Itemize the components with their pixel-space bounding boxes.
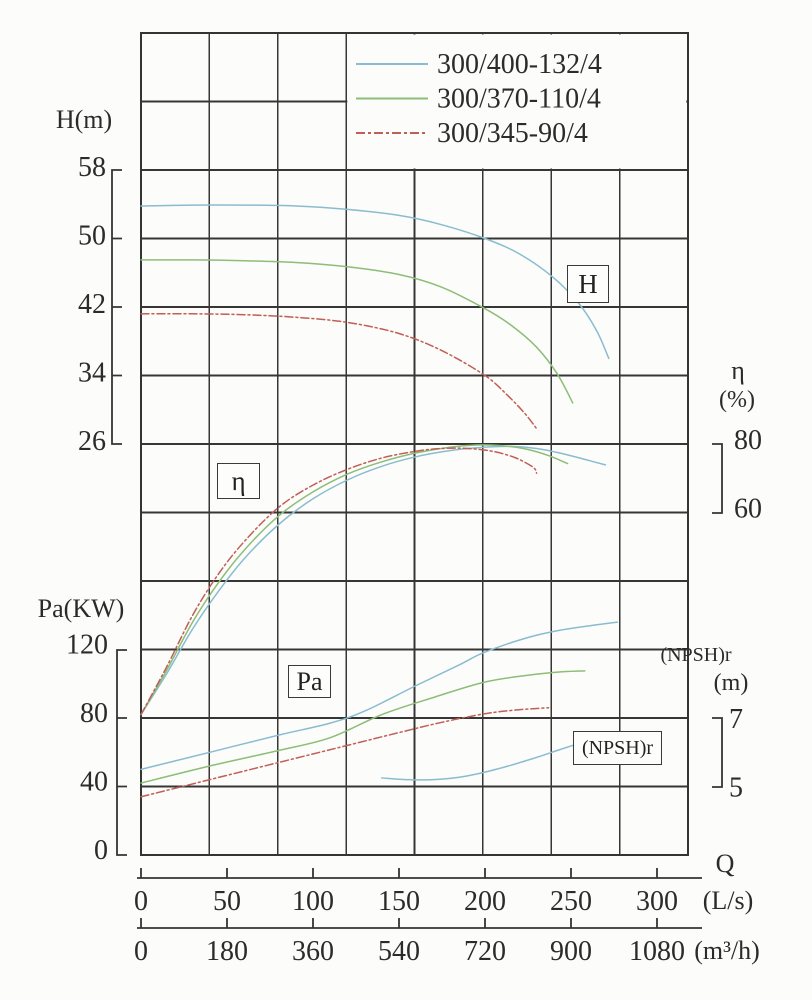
head-curve-series-1 bbox=[140, 259, 574, 404]
efficiency-curve-series-1 bbox=[140, 444, 569, 716]
legend-label-0: 300/400-132/4 bbox=[437, 49, 602, 80]
eta-tick-60: 60 bbox=[734, 494, 762, 525]
pa-axis-title: Pa(KW) bbox=[38, 594, 125, 623]
pa-curve-label-box: Pa bbox=[288, 665, 331, 698]
q-ls-tick-200: 200 bbox=[464, 886, 506, 917]
grid-border bbox=[139, 31, 690, 857]
pa-curve-label: Pa bbox=[296, 666, 323, 696]
q-m3h-tick-720: 720 bbox=[464, 936, 506, 967]
q-axis-unit-ls: (L/s) bbox=[703, 886, 754, 915]
pa-tick-80: 80 bbox=[80, 698, 108, 729]
npsh-axis-title: (NPSH)r bbox=[660, 644, 731, 666]
q-ls-tick-0: 0 bbox=[134, 886, 148, 917]
h-tick-58: 58 bbox=[78, 152, 106, 183]
npsh-axis-unit: (m) bbox=[714, 670, 749, 696]
pa-tick-120: 120 bbox=[66, 630, 108, 661]
h-curve-label: H bbox=[578, 268, 598, 299]
h-tick-26: 26 bbox=[78, 426, 106, 457]
efficiency-curve-series-0 bbox=[140, 445, 607, 716]
pa-tick-0: 0 bbox=[94, 835, 108, 866]
npsh-tick-5: 5 bbox=[729, 773, 743, 804]
q-axis-title: Q bbox=[716, 849, 735, 878]
q-m3h-tick-0: 0 bbox=[134, 936, 148, 967]
curves bbox=[140, 204, 619, 798]
npsh-axis-bracket bbox=[712, 717, 723, 788]
grid-lines bbox=[141, 33, 688, 855]
axis-titles: H(m) Pa(KW) η (%) (NPSH)r (m) Q (L/s) (m… bbox=[38, 105, 760, 965]
head-curve-series-2 bbox=[140, 313, 538, 430]
q-axis-unit-m3h: (m³/h) bbox=[694, 936, 760, 965]
power-curve-series-2 bbox=[140, 706, 550, 798]
q-ls-tick-300: 300 bbox=[636, 886, 678, 917]
npsh-curve-label: (NPSH)r bbox=[581, 737, 654, 759]
head-curve-series-0 bbox=[140, 204, 610, 360]
npsh-tick-7: 7 bbox=[729, 704, 743, 735]
legend-background bbox=[347, 34, 687, 169]
eta-tick-80: 80 bbox=[734, 425, 762, 456]
efficiency-curve-series-2 bbox=[140, 447, 538, 716]
h-tick-34: 34 bbox=[78, 358, 106, 389]
q-ls-tick-150: 150 bbox=[378, 886, 420, 917]
eta-axis-title: η bbox=[731, 356, 745, 385]
legend-label-1: 300/370-110/4 bbox=[437, 84, 601, 115]
eta-curve-label: η bbox=[231, 465, 246, 496]
q-m3h-tick-900: 900 bbox=[550, 936, 592, 967]
q-m3h-tick-180: 180 bbox=[206, 936, 248, 967]
q-m3h-tick-1080: 1080 bbox=[629, 936, 685, 967]
q-m3h-axis-line bbox=[137, 918, 702, 929]
grid bbox=[139, 31, 690, 857]
power-curve-series-1 bbox=[140, 670, 586, 784]
eta-curve-label-box: η bbox=[217, 463, 260, 499]
h-axis-bracket bbox=[111, 169, 122, 445]
q-m3h-tick-540: 540 bbox=[378, 936, 420, 967]
q-ls-tick-100: 100 bbox=[292, 886, 334, 917]
h-tick-42: 42 bbox=[78, 289, 106, 320]
power-curve-series-0 bbox=[140, 621, 619, 771]
q-m3h-tick-360: 360 bbox=[292, 936, 334, 967]
h-tick-50: 50 bbox=[78, 221, 106, 252]
q-ls-axis-line bbox=[137, 868, 702, 879]
q-ls-tick-250: 250 bbox=[550, 886, 592, 917]
legend-panel bbox=[347, 34, 687, 169]
eta-axis-bracket bbox=[712, 443, 723, 514]
q-ls-tick-50: 50 bbox=[213, 886, 241, 917]
eta-axis-unit: (%) bbox=[719, 387, 755, 413]
axis-brackets bbox=[111, 169, 723, 929]
npsh-curve-label-box: (NPSH)r bbox=[573, 731, 662, 765]
h-axis-title: H(m) bbox=[56, 105, 112, 134]
legend-label-2: 300/345-90/4 bbox=[437, 118, 588, 149]
h-curve-label-box: H bbox=[567, 265, 609, 303]
npsh-curve-series-0 bbox=[381, 744, 574, 781]
pa-axis-bracket bbox=[116, 649, 127, 856]
pa-tick-40: 40 bbox=[80, 767, 108, 798]
